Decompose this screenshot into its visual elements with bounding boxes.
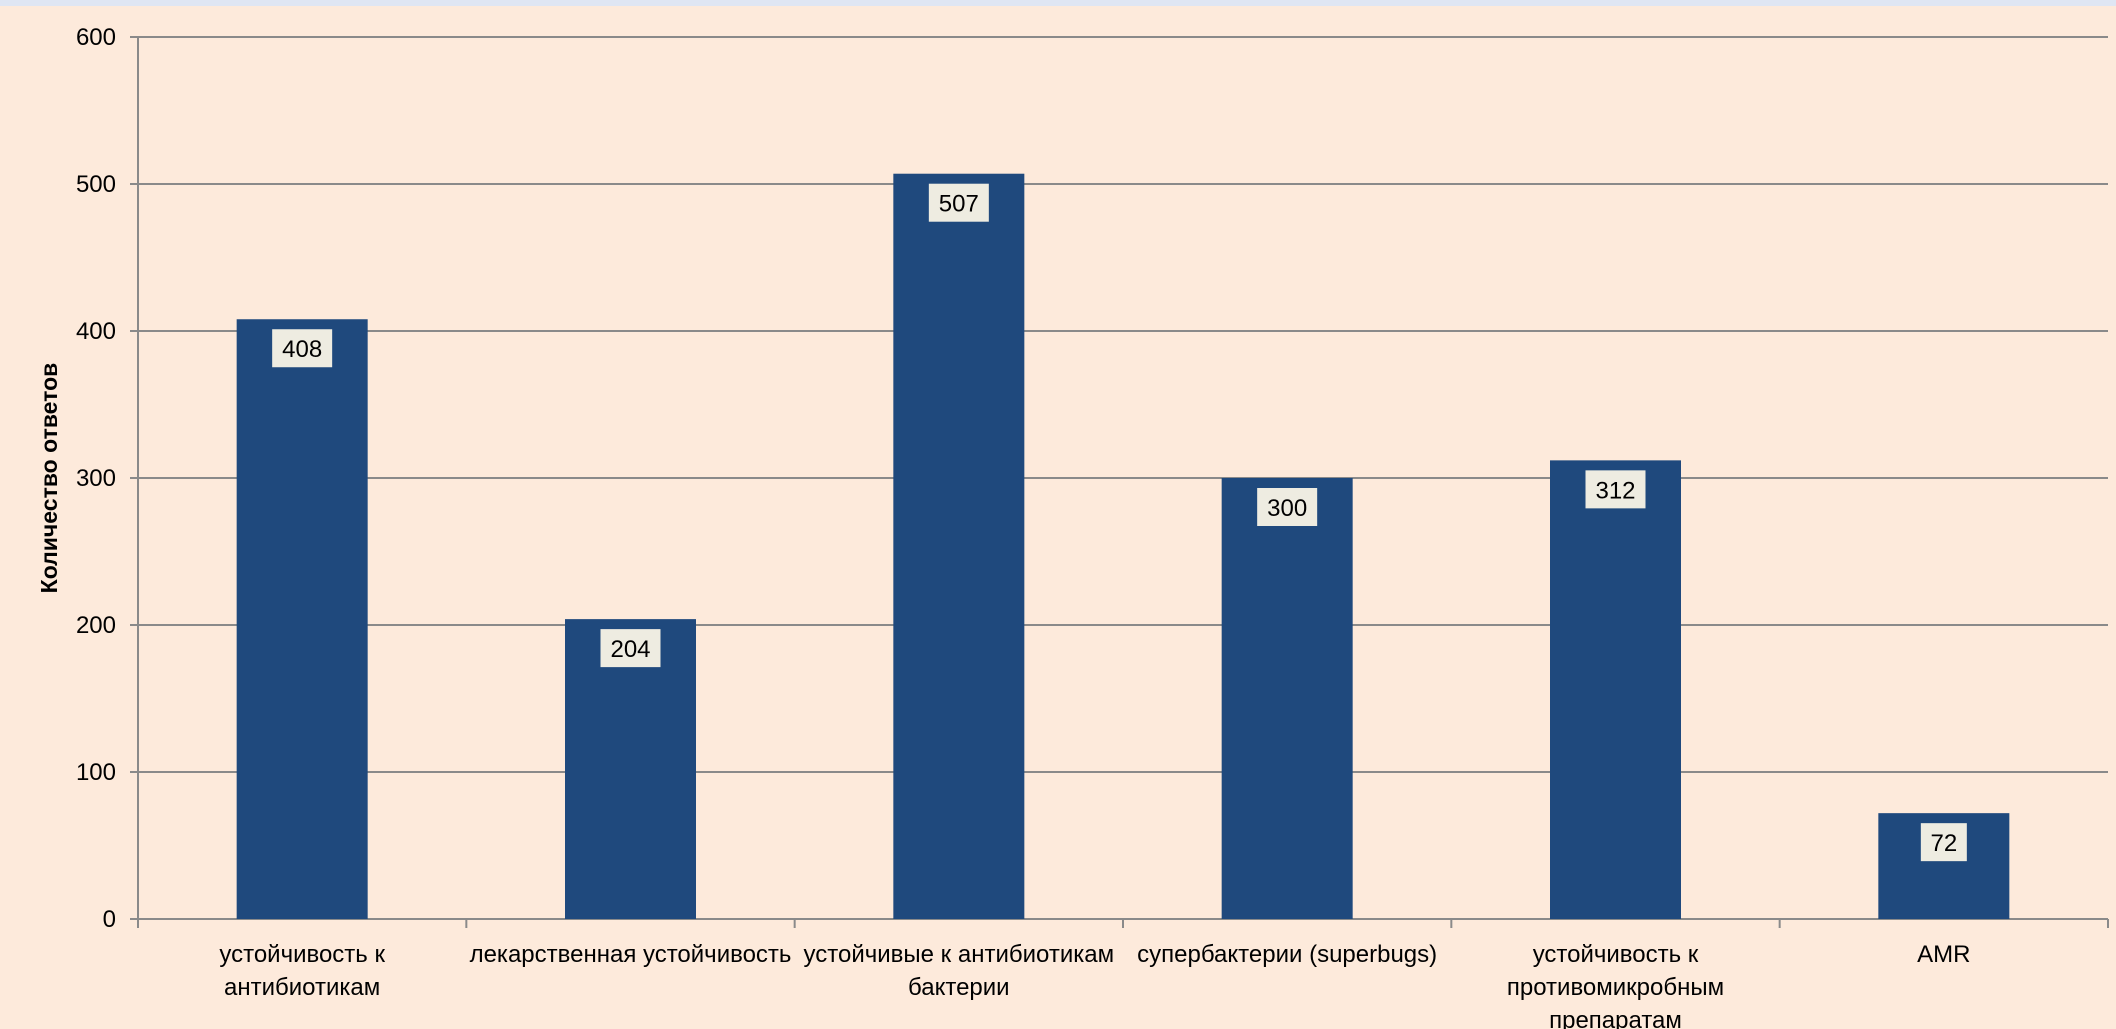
bar-1 (565, 619, 696, 919)
y-tick-label: 300 (76, 465, 116, 492)
data-label: 408 (282, 336, 322, 363)
category-label: препаратам (1549, 1007, 1682, 1029)
category-label: устойчивость к (219, 941, 385, 968)
data-label-box (1585, 470, 1646, 509)
data-label-box (1920, 823, 1967, 862)
data-label: 72 (1930, 830, 1957, 857)
bar-4 (1550, 460, 1681, 919)
grid-lines (138, 36, 2108, 773)
category-label: противомикробным (1507, 974, 1724, 1001)
category-label: антибиотикам (224, 974, 380, 1001)
y-tick-label: 500 (76, 171, 116, 198)
category-labels: устойчивость к антибиотикам лекарственная … (219, 941, 1970, 1029)
y-tick-label: 200 (76, 612, 116, 639)
axes: 0 100 200 300 400 500 600 (76, 24, 2109, 933)
data-label: 312 (1595, 477, 1635, 504)
top-band (0, 0, 2116, 6)
y-tick-label: 600 (76, 24, 116, 51)
category-label: лекарственная устойчивость (470, 941, 792, 968)
y-tick-label: 100 (76, 759, 116, 786)
data-label-box (272, 329, 333, 368)
category-label: супербактерии (superbugs) (1137, 941, 1437, 968)
category-label: бактерии (908, 974, 1010, 1001)
bar-3 (1221, 478, 1353, 919)
y-axis-title: Количество ответов (36, 363, 62, 594)
data-label: 507 (939, 191, 979, 218)
category-label: устойчивые к антибиотикам (804, 941, 1115, 968)
category-label: устойчивость к (1533, 941, 1699, 968)
data-label-box (928, 183, 989, 222)
data-label-box (1257, 488, 1318, 526)
bars (236, 173, 2010, 919)
category-label: AMR (1917, 941, 1970, 968)
y-tick-label: 400 (76, 318, 116, 345)
data-labels: 408 204 507 300 312 72 (272, 183, 1967, 862)
data-label: 300 (1267, 495, 1307, 522)
data-label: 204 (610, 636, 650, 663)
data-label-box (600, 629, 661, 668)
bar-0 (236, 319, 368, 919)
bar-2 (893, 173, 1025, 919)
y-tick-label: 0 (103, 906, 116, 933)
